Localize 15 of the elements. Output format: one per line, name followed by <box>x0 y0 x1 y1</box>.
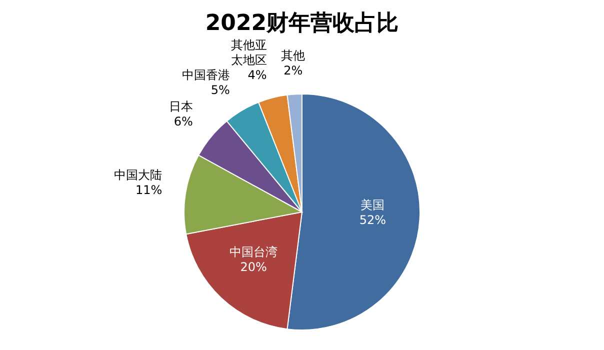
slice-label: 中国香港 <box>182 68 230 82</box>
slice-label: 中国大陆 <box>114 168 162 182</box>
data-label: 6% <box>174 114 193 129</box>
slice-label: 其他亚太地区 <box>230 38 267 67</box>
slice-label: 其他 <box>281 48 306 63</box>
data-label: 20% <box>240 260 267 274</box>
slice-label: 中国台湾 <box>230 245 278 260</box>
data-label: 4% <box>248 68 267 82</box>
data-label: 2% <box>284 64 303 78</box>
data-label: 11% <box>135 182 162 197</box>
slice-label: 美国 <box>360 198 385 212</box>
slice-label: 日本 <box>168 100 193 114</box>
chart-title: 2022财年营收占比 <box>205 11 399 36</box>
data-label: 5% <box>210 83 230 98</box>
data-label: 52% <box>359 212 386 227</box>
